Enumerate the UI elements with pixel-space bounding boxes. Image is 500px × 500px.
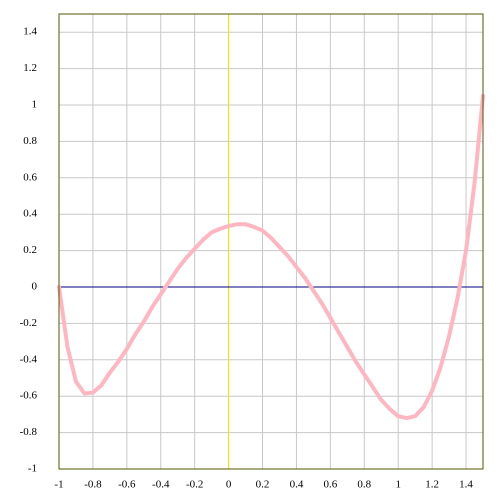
y-tick-label: 0.8 xyxy=(23,135,37,147)
plot-frame xyxy=(58,13,484,470)
y-tick-label: -0.8 xyxy=(20,426,38,438)
x-tick-label: -1 xyxy=(54,479,63,491)
x-tick-label: -0.8 xyxy=(84,479,102,491)
y-tick-label: 1.2 xyxy=(23,62,37,74)
x-tick-label: 0.4 xyxy=(290,479,304,491)
x-tick-label: 1 xyxy=(395,479,401,491)
y-tick-label: 0.2 xyxy=(23,244,37,256)
y-tick-label: 1 xyxy=(32,99,38,111)
x-tick-label: -0.6 xyxy=(118,479,136,491)
y-tick-label: -0.4 xyxy=(20,353,38,365)
x-tick-label: 0.2 xyxy=(256,479,270,491)
x-tick-label: -0.4 xyxy=(152,479,170,491)
y-tick-label: 0 xyxy=(32,281,38,293)
x-tick-label: 0 xyxy=(226,479,232,491)
line xyxy=(57,93,485,421)
y-tick-label: -1 xyxy=(28,463,37,475)
y-tick-label: 1.4 xyxy=(23,26,37,38)
y-tick-label: 0.6 xyxy=(23,171,37,183)
x-tick-label: -0.2 xyxy=(186,479,203,491)
y-tick-label: 0.4 xyxy=(23,208,37,220)
x-tick-label: 0.8 xyxy=(357,479,371,491)
y-tick-label: -0.2 xyxy=(20,317,37,329)
x-tick-label: 1.4 xyxy=(459,479,473,491)
y-tick-label: -0.6 xyxy=(20,390,38,402)
x-tick-label: 1.2 xyxy=(425,479,439,491)
x-tick-label: 0.6 xyxy=(323,479,337,491)
